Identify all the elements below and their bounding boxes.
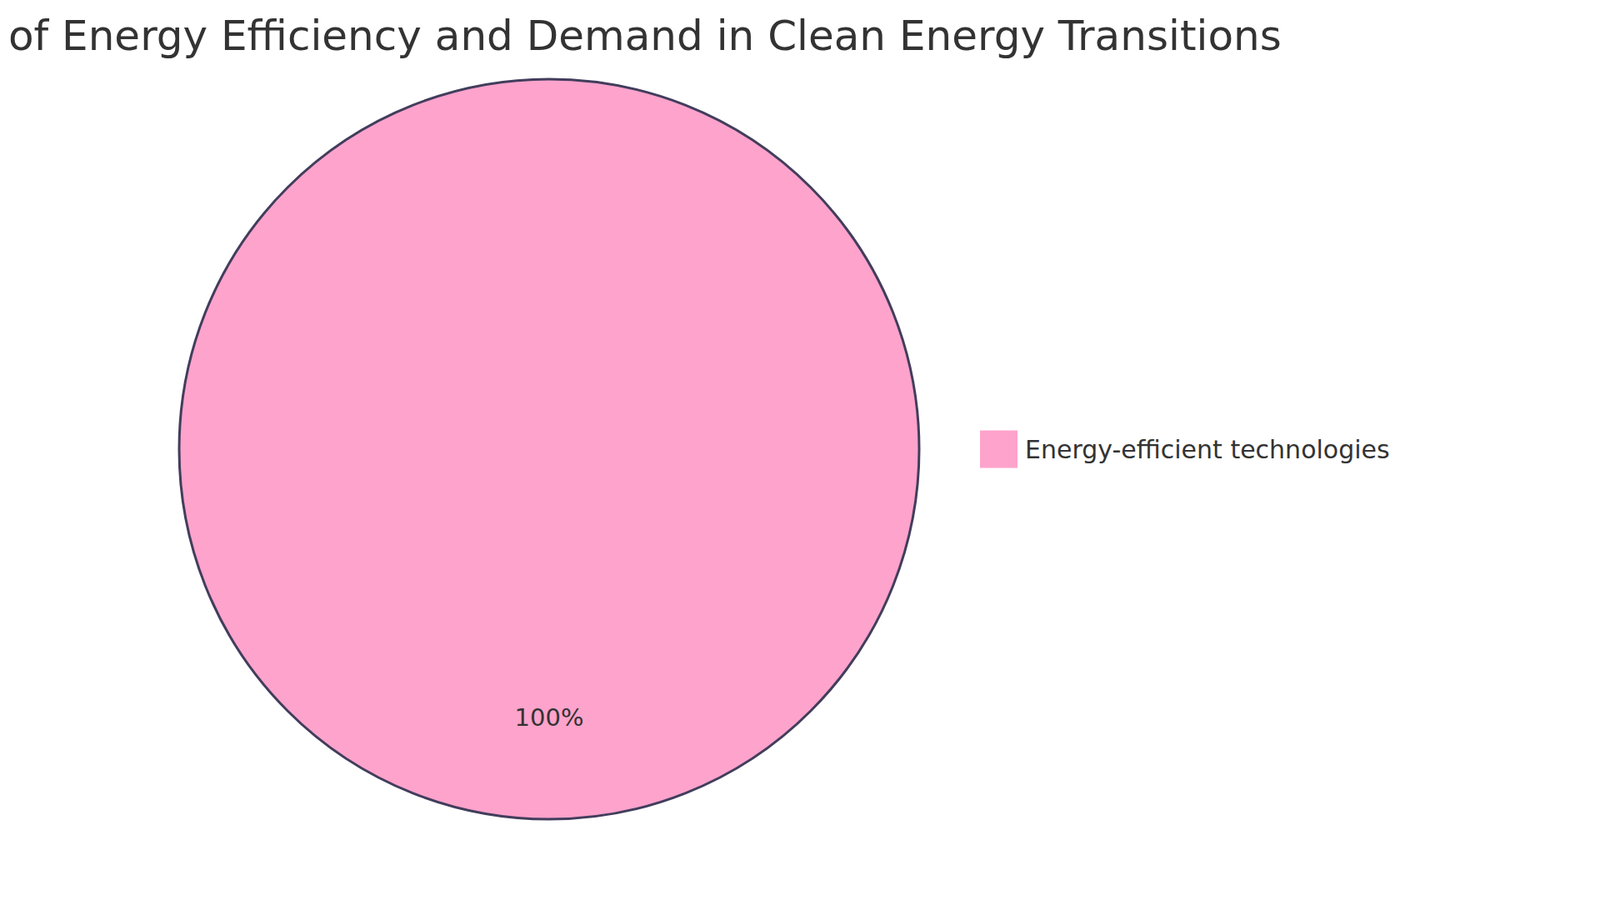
chart: of Energy Efficiency and Demand in Clean… xyxy=(0,0,1600,900)
data-label: 100% xyxy=(515,703,585,732)
pie-slice xyxy=(179,79,920,820)
pie xyxy=(179,79,920,820)
legend-swatch xyxy=(980,430,1018,469)
legend-label: Energy-efficient technologies xyxy=(1025,435,1390,465)
title: of Energy Efficiency and Demand in Clean… xyxy=(8,11,1282,60)
